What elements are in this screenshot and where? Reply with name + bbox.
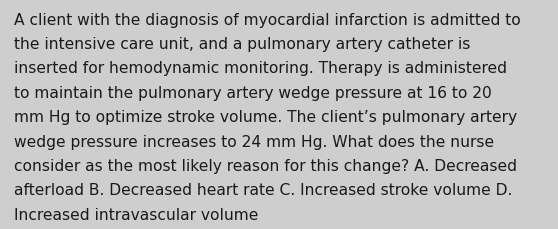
Text: afterload B. Decreased heart rate C. Increased stroke volume D.: afterload B. Decreased heart rate C. Inc… xyxy=(14,183,512,197)
Text: consider as the most likely reason for this change? A. Decreased: consider as the most likely reason for t… xyxy=(14,158,517,173)
Text: to maintain the pulmonary artery wedge pressure at 16 to 20: to maintain the pulmonary artery wedge p… xyxy=(14,85,492,100)
Text: A client with the diagnosis of myocardial infarction is admitted to: A client with the diagnosis of myocardia… xyxy=(14,13,521,27)
Text: wedge pressure increases to 24 mm Hg. What does the nurse: wedge pressure increases to 24 mm Hg. Wh… xyxy=(14,134,494,149)
Text: the intensive care unit, and a pulmonary artery catheter is: the intensive care unit, and a pulmonary… xyxy=(14,37,470,52)
Text: Increased intravascular volume: Increased intravascular volume xyxy=(14,207,258,222)
Text: inserted for hemodynamic monitoring. Therapy is administered: inserted for hemodynamic monitoring. The… xyxy=(14,61,507,76)
Text: mm Hg to optimize stroke volume. The client’s pulmonary artery: mm Hg to optimize stroke volume. The cli… xyxy=(14,110,517,125)
